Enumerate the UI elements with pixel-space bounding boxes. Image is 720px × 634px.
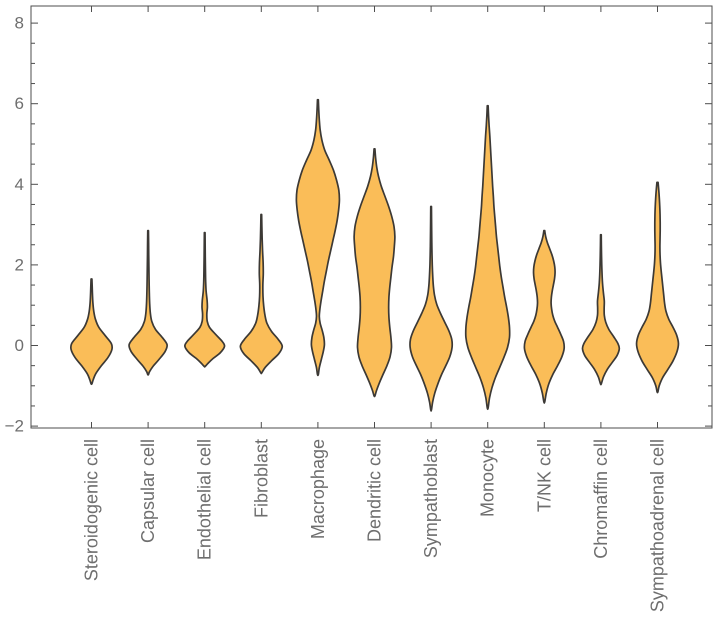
x-axis-category-label-steroidogenic-cell: Steroidogenic cell [82, 439, 102, 581]
violin-dendritic-cell [353, 147, 396, 398]
x-axis-category-label-sympathoblast: Sympathoblast [421, 439, 441, 558]
y-axis-tick-label: 4 [15, 175, 24, 194]
violin-fibroblast [239, 213, 284, 375]
x-axis-category-label-endothelial-cell: Endothelial cell [195, 439, 215, 560]
violin-sympathoadrenal-cell [635, 181, 680, 394]
y-axis-tick-label: 0 [15, 336, 24, 355]
plot-frame [30, 5, 713, 429]
violin-endothelial-cell [183, 231, 226, 368]
y-axis-tick-label: −2 [5, 417, 24, 436]
violin-sympathoblast [409, 205, 454, 412]
violin-t-nk-cell [523, 229, 566, 404]
y-axis-tick-label: 6 [15, 94, 24, 113]
violin-capsular-cell [128, 229, 169, 376]
x-axis-category-label-dendritic-cell: Dendritic cell [365, 439, 385, 542]
x-axis-category-label-chromaffin-cell: Chromaffin cell [591, 439, 611, 559]
violin-steroidogenic-cell [69, 278, 114, 386]
x-axis-category-label-sympathoadrenal-cell: Sympathoadrenal cell [648, 439, 668, 612]
x-axis-category-label-macrophage: Macrophage [308, 439, 328, 539]
violin-monocyte [464, 104, 511, 411]
y-axis-tick-label: 2 [15, 255, 24, 274]
x-axis-category-label-t-nk-cell: T/NK cell [534, 439, 554, 512]
x-axis-category-label-capsular-cell: Capsular cell [138, 439, 158, 543]
y-axis-tick-label: 8 [15, 14, 24, 33]
violin-chromaffin-cell [581, 233, 621, 386]
x-axis-category-label-monocyte: Monocyte [478, 439, 498, 517]
violin-macrophage [295, 98, 341, 377]
x-axis-category-label-fibroblast: Fibroblast [251, 439, 271, 518]
